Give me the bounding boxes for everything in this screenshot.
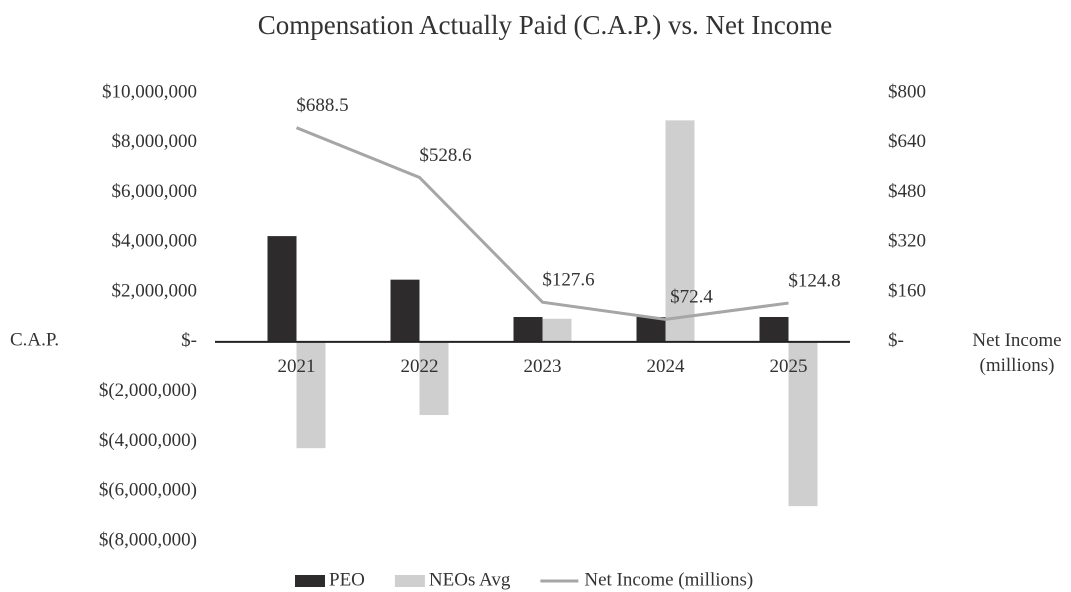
- legend-swatch: [295, 575, 325, 587]
- bar: [513, 317, 543, 342]
- bar: [390, 279, 420, 342]
- y-tick-label: $-: [181, 330, 197, 351]
- y2-tick-label: $320: [888, 231, 926, 252]
- bar: [267, 236, 297, 342]
- x-tick-label: 2022: [401, 356, 439, 377]
- y-tick-label: $10,000,000: [102, 81, 197, 102]
- bar: [296, 341, 326, 449]
- y-tick-label: $4,000,000: [112, 231, 198, 252]
- data-label: $688.5: [296, 95, 348, 116]
- legend-swatch: [394, 575, 425, 587]
- legend-label: NEOs Avg: [429, 569, 511, 590]
- bar: [665, 120, 695, 342]
- data-label: $124.8: [788, 270, 840, 291]
- y2-tick-label: $160: [888, 280, 926, 301]
- y-tick-label: $(2,000,000): [99, 380, 197, 401]
- bar: [788, 341, 818, 507]
- y2-axis-label: Net Income (millions): [972, 330, 1062, 376]
- bar: [419, 341, 449, 416]
- x-tick-label: 2021: [278, 356, 316, 377]
- y-axis-label: C.A.P.: [10, 329, 59, 350]
- bar: [636, 317, 666, 342]
- data-label: $72.4: [670, 287, 713, 308]
- y-tick-label: $8,000,000: [112, 131, 198, 152]
- chart-title: Compensation Actually Paid (C.A.P.) vs. …: [258, 10, 832, 40]
- y2-tick-label: $480: [888, 181, 926, 202]
- y2-tick-label: $640: [888, 131, 926, 152]
- bar: [542, 318, 572, 342]
- x-tick-label: 2025: [770, 356, 808, 377]
- y2-tick-label: $-: [888, 330, 904, 351]
- y-tick-label: $6,000,000: [112, 181, 198, 202]
- line: [295, 126, 789, 321]
- legend-label: Net Income (millions): [584, 569, 753, 590]
- y2-tick-label: $800: [888, 81, 926, 102]
- legend-label: PEO: [329, 569, 365, 590]
- data-label: $528.6: [419, 145, 471, 166]
- x-tick-label: 2024: [647, 356, 686, 377]
- y-tick-label: $(8,000,000): [99, 529, 197, 550]
- data-label: $127.6: [542, 270, 594, 291]
- y-tick-label: $2,000,000: [112, 280, 198, 301]
- x-tick-label: 2023: [524, 356, 562, 377]
- bar: [759, 317, 789, 342]
- y-tick-label: $(4,000,000): [99, 430, 197, 451]
- y-tick-label: $(6,000,000): [99, 480, 197, 501]
